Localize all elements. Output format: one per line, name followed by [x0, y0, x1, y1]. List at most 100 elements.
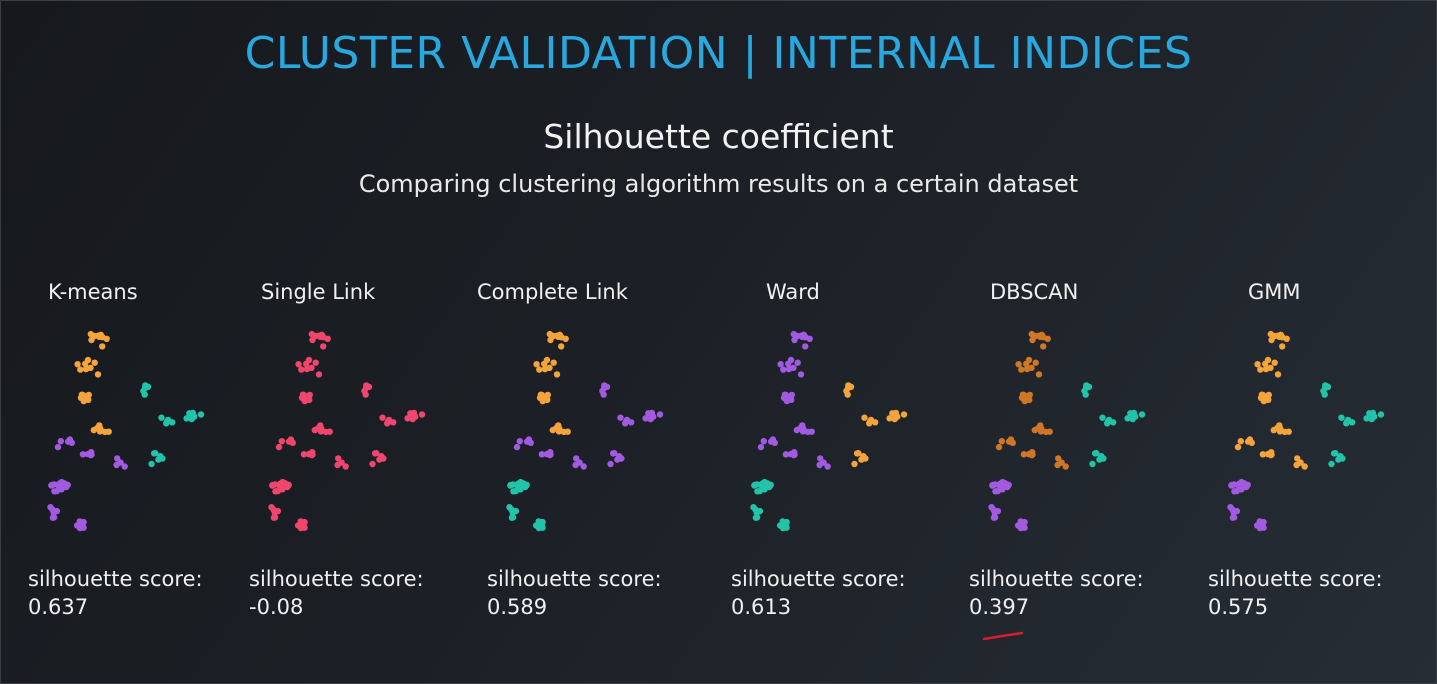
- panel-dbscan: DBSCAN silhouette score: 0.397: [969, 280, 1209, 620]
- scatter-point: [555, 333, 562, 340]
- scatter-point: [1276, 428, 1284, 435]
- scatter-point: [315, 371, 323, 378]
- scatter-point: [785, 395, 793, 402]
- scatter-point: [94, 371, 102, 378]
- scatter-point: [418, 411, 426, 418]
- scatter-point: [853, 450, 861, 457]
- scatter-point: [117, 459, 124, 466]
- scatter-point: [309, 451, 316, 458]
- scatter-point: [785, 360, 792, 367]
- scatter-point: [379, 414, 386, 421]
- scatter-point: [82, 395, 90, 402]
- score-label: silhouette score:: [28, 567, 203, 591]
- scatter-point: [777, 361, 784, 368]
- scatter-point: [1046, 428, 1053, 435]
- scatter-point: [1258, 391, 1266, 398]
- scatter-point: [1270, 426, 1277, 434]
- scatter-point: [900, 411, 908, 418]
- scatter-point: [142, 384, 149, 392]
- scatter-point: [537, 391, 545, 398]
- scatter-point: [851, 460, 858, 468]
- scatter-point: [76, 524, 84, 532]
- score-value: 0.397: [969, 595, 1030, 619]
- score-label: silhouette score:: [731, 567, 906, 591]
- panel-label: Complete Link: [477, 280, 628, 304]
- scatter-point: [320, 343, 327, 350]
- scatter-plot-kmeans: [47, 330, 205, 532]
- score-label: silhouette score:: [1208, 567, 1383, 591]
- scatter-point: [861, 414, 868, 421]
- scatter-point: [514, 481, 521, 488]
- scatter-point: [276, 481, 283, 488]
- scatter-point: [549, 426, 556, 434]
- scatter-point: [90, 426, 97, 434]
- panel-label: Ward: [766, 280, 820, 304]
- scatter-point: [68, 439, 75, 446]
- panel-complete-link: Complete Link silhouette score: 0.589: [477, 280, 727, 620]
- scatter-point: [1099, 414, 1106, 421]
- scatter-point: [550, 359, 557, 366]
- scatter-point: [87, 330, 94, 338]
- scatter-point: [845, 384, 852, 392]
- scatter-point: [757, 443, 765, 451]
- scatter-point: [79, 451, 87, 458]
- slide-subtitle: Silhouette coefficient: [543, 117, 894, 156]
- scatter-point: [88, 336, 95, 344]
- scatter-point: [197, 411, 205, 418]
- scatter-point: [342, 463, 349, 470]
- scatter-point: [516, 438, 523, 445]
- scatter-point: [799, 428, 807, 435]
- scatter-point: [781, 391, 789, 398]
- panel-ward: Ward silhouette score: 0.613: [731, 280, 971, 620]
- scatter-point: [1002, 480, 1009, 487]
- scatter-point: [311, 426, 318, 434]
- scatter-point: [553, 371, 561, 378]
- scatter-point: [298, 366, 305, 373]
- scatter-point: [656, 411, 664, 418]
- scatter-point: [103, 335, 110, 342]
- scatter-point: [1015, 361, 1022, 368]
- scatter-point: [820, 459, 827, 466]
- scatter-point: [536, 366, 543, 373]
- scatter-point: [889, 410, 896, 417]
- scatter-point: [990, 514, 998, 521]
- scatter-point: [1363, 415, 1370, 422]
- scatter-point: [862, 455, 869, 462]
- panel-gmm: GMM silhouette score: 0.575: [1208, 280, 1437, 620]
- scatter-point: [988, 504, 995, 511]
- scatter-point: [1023, 360, 1030, 367]
- scatter-point: [1254, 361, 1261, 368]
- scatter-point: [1023, 395, 1031, 402]
- scatter-point: [1058, 459, 1065, 466]
- scatter-point: [54, 443, 62, 451]
- scatter-plot-ward: [750, 330, 908, 532]
- scatter-point: [607, 460, 614, 468]
- scatter-point: [1328, 460, 1335, 468]
- scatter-point: [308, 330, 315, 338]
- scatter-point: [55, 481, 62, 488]
- scatter-point: [1322, 384, 1329, 392]
- scatter-point: [894, 413, 901, 420]
- score-value: 0.589: [487, 595, 548, 619]
- scatter-point: [507, 481, 514, 489]
- scatter-point: [989, 481, 996, 489]
- scatter-point: [312, 359, 319, 366]
- scatter-point: [297, 518, 304, 525]
- scatter-point: [51, 508, 58, 515]
- scatter-point: [1237, 438, 1244, 445]
- scatter-point: [1091, 450, 1099, 457]
- scatter-point: [1268, 336, 1275, 344]
- scatter-point: [1274, 371, 1282, 378]
- scatter-plot-dbscan: [988, 330, 1146, 532]
- scatter-point: [297, 524, 305, 532]
- scatter-point: [371, 450, 379, 457]
- scatter-point: [1231, 508, 1238, 515]
- scatter-plot-complete-link: [506, 330, 664, 532]
- scatter-point: [510, 508, 517, 515]
- scatter-point: [1037, 428, 1045, 435]
- scatter-point: [183, 415, 190, 422]
- scatter-point: [1262, 395, 1270, 402]
- scatter-plot-gmm: [1227, 330, 1385, 532]
- scatter-point: [76, 518, 83, 525]
- scatter-point: [159, 455, 166, 462]
